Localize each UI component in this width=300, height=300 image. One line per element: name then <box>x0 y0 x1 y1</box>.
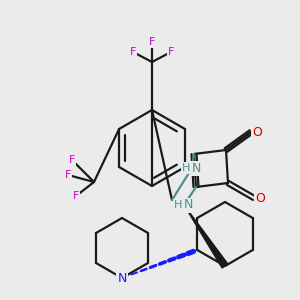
Text: O: O <box>255 191 265 205</box>
Text: N: N <box>117 272 127 284</box>
Text: H: H <box>174 200 182 210</box>
Text: F: F <box>65 170 71 180</box>
Text: H: H <box>182 163 190 173</box>
Text: N: N <box>183 199 193 212</box>
Polygon shape <box>184 205 228 268</box>
Text: F: F <box>149 37 155 47</box>
Text: N: N <box>117 272 127 284</box>
Text: F: F <box>168 47 174 57</box>
Text: F: F <box>69 155 75 165</box>
Text: F: F <box>130 47 136 57</box>
Text: F: F <box>73 191 79 201</box>
Text: O: O <box>252 125 262 139</box>
Text: N: N <box>191 161 201 175</box>
